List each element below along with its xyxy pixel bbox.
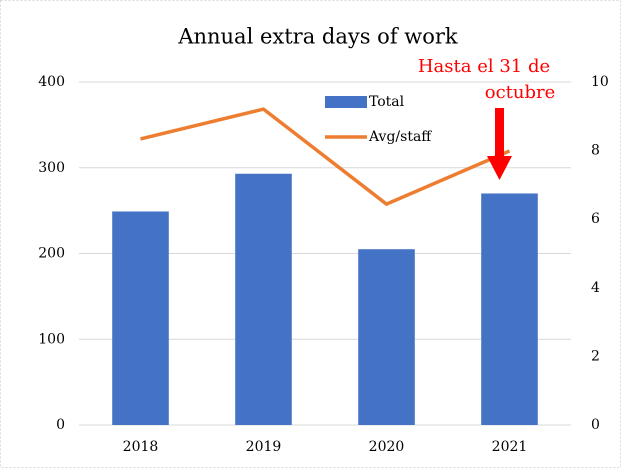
y2-tick-label: 10 [591, 74, 609, 90]
y-tick-label: 100 [38, 331, 65, 347]
annotation: Hasta el 31 de [418, 56, 550, 77]
y-tick-label: 0 [56, 417, 65, 433]
bar [481, 193, 538, 425]
line [140, 107, 511, 207]
bar [112, 211, 169, 425]
legend-swatch [325, 96, 367, 108]
y2-tick-label: 0 [591, 417, 600, 433]
arrow-head [487, 156, 512, 180]
y-tick-label: 400 [38, 74, 65, 90]
y2-tick-label: 6 [591, 211, 600, 227]
y-tick-label: 200 [38, 246, 65, 262]
bar [235, 173, 292, 425]
y2-tick-label: 4 [591, 280, 600, 296]
x-tick-label: 2020 [369, 439, 405, 455]
arrow-shaft [495, 108, 504, 158]
legend-label: Avg/staff [368, 129, 432, 145]
y2-tick-label: 8 [591, 143, 600, 159]
chart-title: Annual extra days of work [177, 25, 458, 49]
bar [358, 249, 415, 425]
y-tick-label: 300 [38, 160, 65, 176]
x-tick-label: 2019 [246, 439, 282, 455]
annotation: octubre [485, 82, 556, 103]
legend-label: Total [369, 94, 405, 110]
x-tick-label: 2018 [123, 439, 159, 455]
x-tick-label: 2021 [492, 439, 528, 455]
y2-tick-label: 2 [591, 348, 600, 364]
